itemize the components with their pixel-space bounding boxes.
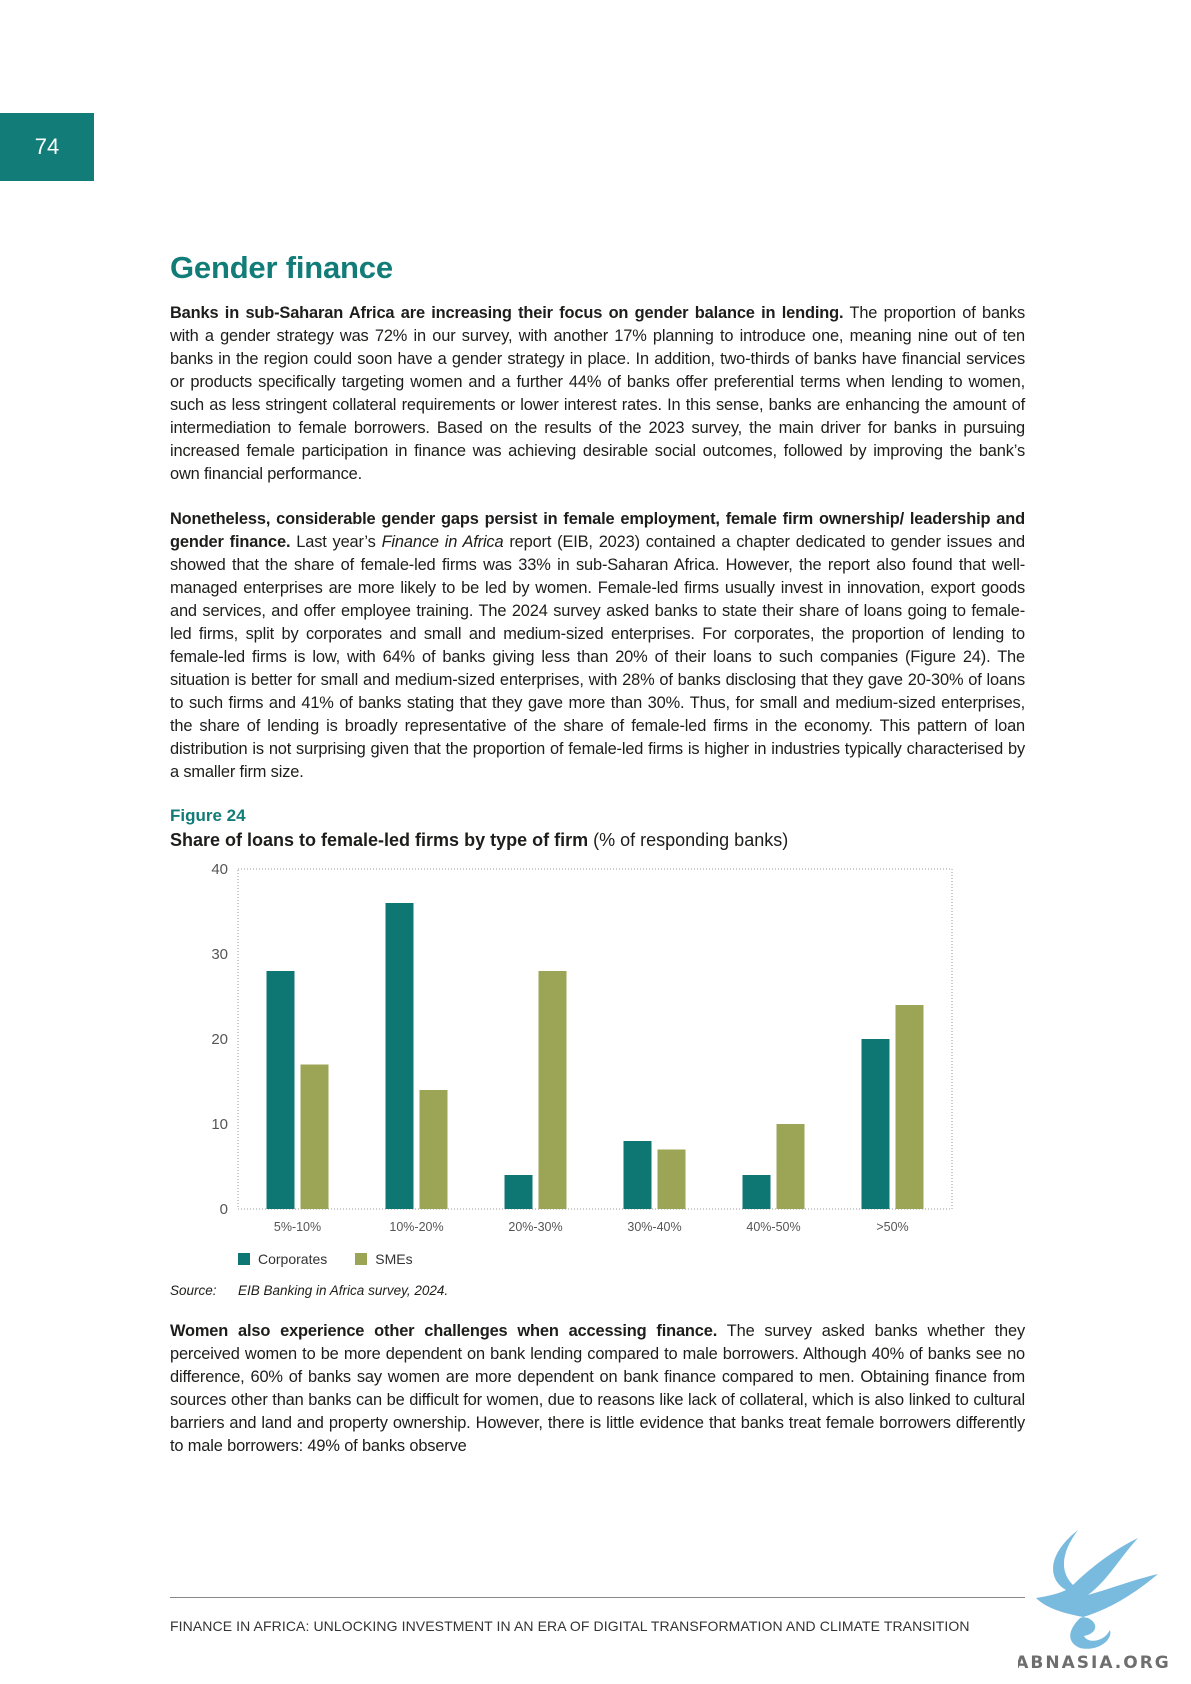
paragraph-3: Women also experience other challenges w…: [170, 1320, 1025, 1458]
bar-smes-5: [895, 1005, 924, 1209]
bar-corporates-1: [385, 903, 414, 1209]
y-tick-label: 30: [211, 946, 228, 963]
main-content: Gender finance Banks in sub-Saharan Afri…: [170, 250, 1025, 1480]
figure-title-bold: Share of loans to female-led firms by ty…: [170, 830, 589, 850]
bar-corporates-3: [623, 1141, 652, 1209]
paragraph-2-lead: Nonetheless, considerable gender gaps pe…: [170, 510, 1025, 551]
x-tick-label: 10%-20%: [389, 1220, 443, 1234]
legend-swatch-corporates: [238, 1253, 250, 1265]
bar-chart-svg: 0 10 20 30 40 5%-10% 10%-20% 20%-30% 30%-40% 40%-…: [211, 861, 953, 1234]
footer-rule: [170, 1597, 1025, 1598]
page-number: 74: [34, 134, 60, 159]
legend-item-corporates: Corporates: [238, 1251, 327, 1267]
figure-title-rest: (% of responding banks): [588, 830, 789, 850]
dragon-icon: [1036, 1530, 1158, 1649]
paragraph-1-lead: Banks in sub-Saharan Africa are increasi…: [170, 304, 844, 322]
y-tick-label: 10: [211, 1116, 228, 1133]
plot-frame: [237, 868, 953, 1210]
section-title: Gender finance: [170, 250, 393, 285]
bar-corporates-2: [504, 1175, 533, 1209]
paragraph-2-text-before: Last year’s: [290, 533, 382, 551]
chart-legend: Corporates SMEs: [238, 1251, 413, 1267]
source-label: Source:: [170, 1283, 217, 1298]
bar-corporates-5: [861, 1039, 890, 1209]
page-number-tab: 74: [0, 113, 94, 181]
x-tick-label: 5%-10%: [274, 1220, 321, 1234]
figure-title: Share of loans to female-led firms by ty…: [170, 830, 1025, 851]
paragraph-3-lead: Women also experience other challenges w…: [170, 1322, 718, 1340]
y-tick-label: 0: [220, 1201, 228, 1218]
y-tick-label: 20: [211, 1031, 228, 1048]
bar-smes-2: [538, 971, 567, 1209]
figure-label: Figure 24: [170, 806, 246, 825]
footer-text: FINANCE IN AFRICA: UNLOCKING INVESTMENT …: [170, 1618, 970, 1634]
x-tick-label: 20%-30%: [508, 1220, 562, 1234]
paragraph-2: Nonetheless, considerable gender gaps pe…: [170, 508, 1025, 784]
legend-label-smes: SMEs: [375, 1251, 413, 1267]
x-tick-label: 30%-40%: [627, 1220, 681, 1234]
source-text: EIB Banking in Africa survey, 2024.: [238, 1283, 449, 1298]
abnasia-logo: ABNASIA.ORG: [1018, 1530, 1168, 1673]
x-tick-label: >50%: [876, 1220, 908, 1234]
legend-swatch-smes: [355, 1253, 368, 1265]
paragraph-3-text: The survey asked banks whether they perc…: [170, 1322, 1025, 1455]
paragraph-1: Banks in sub-Saharan Africa are increasi…: [170, 302, 1025, 486]
bar-corporates-4: [742, 1175, 771, 1209]
paragraph-2-report-title: Finance in Africa: [381, 533, 504, 551]
watermark-text: ABNASIA.ORG: [1018, 1653, 1168, 1673]
legend-item-smes: SMEs: [355, 1251, 413, 1267]
legend-label-corporates: Corporates: [258, 1251, 328, 1267]
bar-smes-4: [776, 1124, 805, 1209]
bar-smes-3: [657, 1149, 686, 1209]
bar-smes-0: [300, 1064, 329, 1209]
bar-chart: 0 10 20 30 40 5%-10% 10%-20% 20%-30% 30%-40% 40%-…: [170, 861, 960, 1281]
bar-smes-1: [419, 1090, 448, 1209]
bar-corporates-0: [266, 971, 295, 1209]
y-tick-label: 40: [211, 861, 228, 878]
paragraph-2-text-after: report (EIB, 2023) contained a chapter d…: [170, 533, 1026, 781]
figure-source: Source: EIB Banking in Africa survey, 202…: [170, 1283, 1025, 1298]
paragraph-1-text: The proportion of banks with a gender st…: [170, 304, 1026, 483]
x-tick-label: 40%-50%: [746, 1220, 800, 1234]
